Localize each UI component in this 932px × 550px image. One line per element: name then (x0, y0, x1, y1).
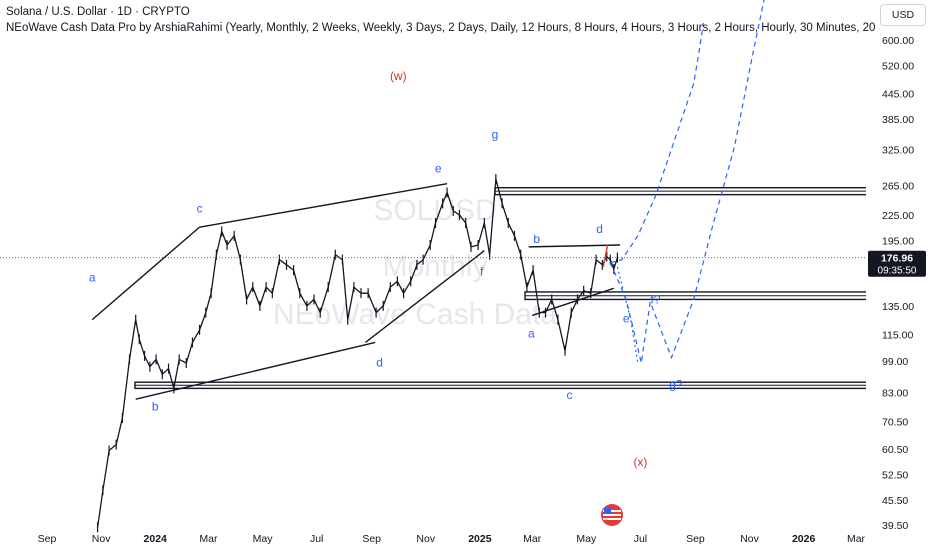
x-tick-label: Sep (686, 533, 705, 545)
y-tick-label: 60.50 (882, 444, 908, 456)
wave-label: d (376, 356, 383, 370)
time-axis[interactable]: Sep Nov 2024 Mar May Jul Sep Nov 2025 Mar May Jul Se… (38, 533, 866, 545)
x-tick-label: 2026 (792, 533, 816, 545)
y-tick-label: 52.50 (882, 469, 908, 481)
trendline-4 (528, 244, 621, 248)
x-tick-label: Sep (362, 533, 381, 545)
projection-path-0 (609, 0, 765, 364)
wave-label: (x) (633, 455, 647, 469)
x-tick-label: Mar (199, 533, 218, 545)
x-tick-label: 2025 (468, 533, 492, 545)
x-tick-label: Mar (847, 533, 866, 545)
y-tick-label: 45.50 (882, 495, 908, 507)
flag-icon[interactable] (601, 504, 623, 526)
currency-button[interactable]: USD (880, 4, 926, 26)
wave-label: a (89, 270, 96, 284)
x-tick-label: Nov (740, 533, 759, 545)
trendline-3 (365, 250, 485, 343)
indicator-legend[interactable]: NEoWave Cash Data Pro by ArshiaRahimi (Y… (6, 22, 876, 34)
wave-label: c (566, 388, 572, 402)
wave-labels-layer: (w) (x) a b c d e f g a b c d e f? g? (89, 69, 683, 469)
y-tick-label: 325.00 (882, 144, 914, 156)
trendline-0 (91, 226, 201, 321)
x-tick-label: Jul (634, 533, 647, 545)
projection-layer (602, 0, 765, 364)
y-tick-label: 265.00 (882, 181, 914, 193)
wave-label: c (197, 201, 203, 215)
y-tick-label: 225.00 (882, 210, 914, 222)
trendlines-layer (91, 182, 621, 400)
wave-label: f? (651, 292, 661, 306)
trendline-2 (199, 182, 448, 228)
wave-label: g (492, 128, 499, 142)
wave-label: (w) (390, 69, 407, 83)
wave-label: e (435, 162, 442, 176)
watermark-interval: Monthly (382, 250, 487, 283)
x-tick-label: May (576, 533, 597, 545)
y-tick-label: 135.00 (882, 301, 914, 313)
last-price-countdown: 09:35:50 (878, 266, 917, 277)
chart-title: Solana / U.S. Dollar · 1D · CRYPTO (6, 6, 190, 18)
y-tick-label: 195.00 (882, 235, 914, 247)
red-tick (602, 244, 609, 268)
zones-layer (134, 187, 874, 390)
wave-label: b (152, 400, 159, 414)
y-tick-label: 39.50 (882, 520, 908, 532)
y-tick-label: 99.00 (882, 356, 908, 368)
x-tick-label: May (253, 533, 274, 545)
x-tick-label: Sep (38, 533, 57, 545)
x-tick-label: 2024 (144, 533, 168, 545)
wave-label: f (480, 265, 484, 279)
price-series-layer (0, 174, 868, 533)
y-tick-label: 115.00 (882, 329, 913, 341)
watermark: SOLUSD Monthly NEoWave Cash Data (273, 194, 557, 331)
y-tick-label: 70.50 (882, 417, 908, 429)
x-tick-label: Mar (523, 533, 542, 545)
x-tick-label: Nov (416, 533, 435, 545)
x-tick-label: Nov (92, 533, 111, 545)
last-price-value: 176.96 (881, 253, 913, 265)
y-tick-label: 83.00 (882, 388, 908, 400)
last-price-tag: 176.96 09:35:50 (868, 250, 926, 277)
wave-label: d (596, 222, 603, 236)
y-tick-label: 385.00 (882, 114, 914, 126)
wave-label: e (623, 312, 630, 326)
x-tick-label: Jul (310, 533, 323, 545)
projection-path-1 (610, 22, 704, 264)
wave-label: a (528, 327, 535, 341)
wave-label: b (533, 232, 540, 246)
last-price-tag-bg (868, 250, 926, 277)
y-tick-label: 600.00 (882, 35, 914, 47)
y-tick-label: 520.00 (882, 61, 914, 73)
y-tick-label: 445.00 (882, 88, 914, 100)
trendline-1 (135, 341, 376, 400)
wave-label: g? (669, 377, 683, 391)
